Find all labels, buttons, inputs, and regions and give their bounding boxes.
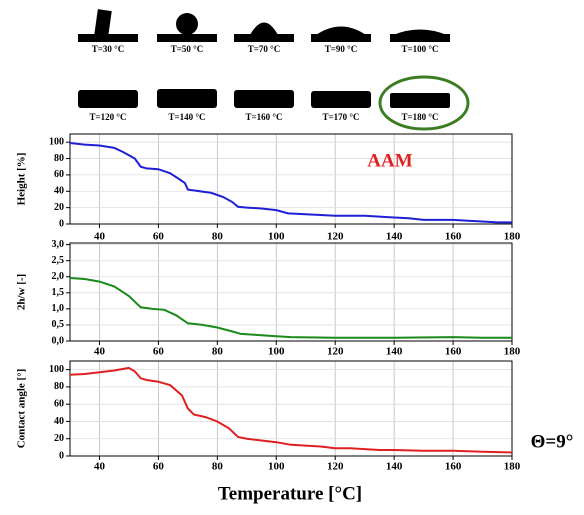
y-tick-label: 60 <box>54 398 64 409</box>
y-tick-label: 3,0 <box>52 239 65 250</box>
image-label: T=140 °C <box>169 112 206 122</box>
y-tick-label: 40 <box>54 416 64 427</box>
image-label: T=170 °C <box>323 112 360 122</box>
x-tick-label: 180 <box>504 461 521 473</box>
highlight-circle <box>378 75 470 131</box>
y-tick-label: 80 <box>54 381 64 392</box>
image-label: T=160 °C <box>246 112 283 122</box>
image-label: T=100 °C <box>402 44 439 54</box>
image-label: T=50 °C <box>171 44 203 54</box>
y-axis-label: Contact angle [°] <box>16 369 28 449</box>
x-tick-label: 180 <box>504 346 521 358</box>
y-axis-label: Height [%] <box>16 153 28 206</box>
droplet-images <box>78 9 450 108</box>
x-tick-label: 60 <box>153 461 165 473</box>
x-tick-label: 100 <box>268 346 285 358</box>
y-tick-label: 2,0 <box>52 271 65 282</box>
x-tick-label: 160 <box>445 461 462 473</box>
x-tick-label: 80 <box>212 231 224 243</box>
x-tick-label: 100 <box>268 461 285 473</box>
image-label: T=120 °C <box>90 112 127 122</box>
x-tick-label: 60 <box>153 231 165 243</box>
plot-frame <box>69 242 513 342</box>
y-axis-label: 2h/w [-] <box>16 274 28 310</box>
x-tick-label: 140 <box>386 231 403 243</box>
x-tick-label: 60 <box>153 346 165 358</box>
x-tick-label: 100 <box>268 231 285 243</box>
y-tick-label: 0,5 <box>52 319 65 330</box>
x-tick-label: 120 <box>327 231 344 243</box>
x-tick-label: 120 <box>327 461 344 473</box>
x-tick-label: 80 <box>212 461 224 473</box>
y-tick-label: 20 <box>54 433 64 444</box>
y-tick-label: 1,0 <box>52 303 65 314</box>
x-tick-label: 80 <box>212 346 224 358</box>
x-tick-label: 40 <box>94 231 106 243</box>
x-tick-label: 160 <box>445 231 462 243</box>
x-tick-label: 140 <box>386 346 403 358</box>
image-label: T=30 °C <box>92 44 124 54</box>
plot-frame <box>69 133 513 225</box>
annotation: Θ=9° <box>531 431 574 452</box>
y-tick-label: 100 <box>49 136 64 147</box>
data-line <box>69 142 512 224</box>
image-label: T=70 °C <box>248 44 280 54</box>
x-tick-label: 40 <box>94 461 106 473</box>
x-tick-label: 180 <box>504 231 521 243</box>
x-tick-label: 140 <box>386 461 403 473</box>
annotation: AAM <box>367 150 412 171</box>
data-line <box>69 366 513 454</box>
y-tick-label: 80 <box>54 153 64 164</box>
image-label: T=90 °C <box>325 44 357 54</box>
y-tick-label: 20 <box>54 202 64 213</box>
x-tick-label: 160 <box>445 346 462 358</box>
y-tick-label: 40 <box>54 186 64 197</box>
y-tick-label: 1,5 <box>52 287 65 298</box>
y-tick-label: 0 <box>59 450 64 461</box>
y-tick-label: 60 <box>54 169 64 180</box>
y-tick-label: 100 <box>49 364 64 375</box>
y-tick-label: 0 <box>59 218 64 229</box>
x-axis-label: Temperature [°C] <box>218 483 362 504</box>
y-tick-label: 0,0 <box>52 335 65 346</box>
image-label: T=180 °C <box>402 112 439 122</box>
x-tick-label: 120 <box>327 346 344 358</box>
y-tick-label: 2,5 <box>52 255 65 266</box>
data-line <box>69 277 512 339</box>
plot-frame <box>69 360 513 457</box>
x-tick-label: 40 <box>94 346 106 358</box>
